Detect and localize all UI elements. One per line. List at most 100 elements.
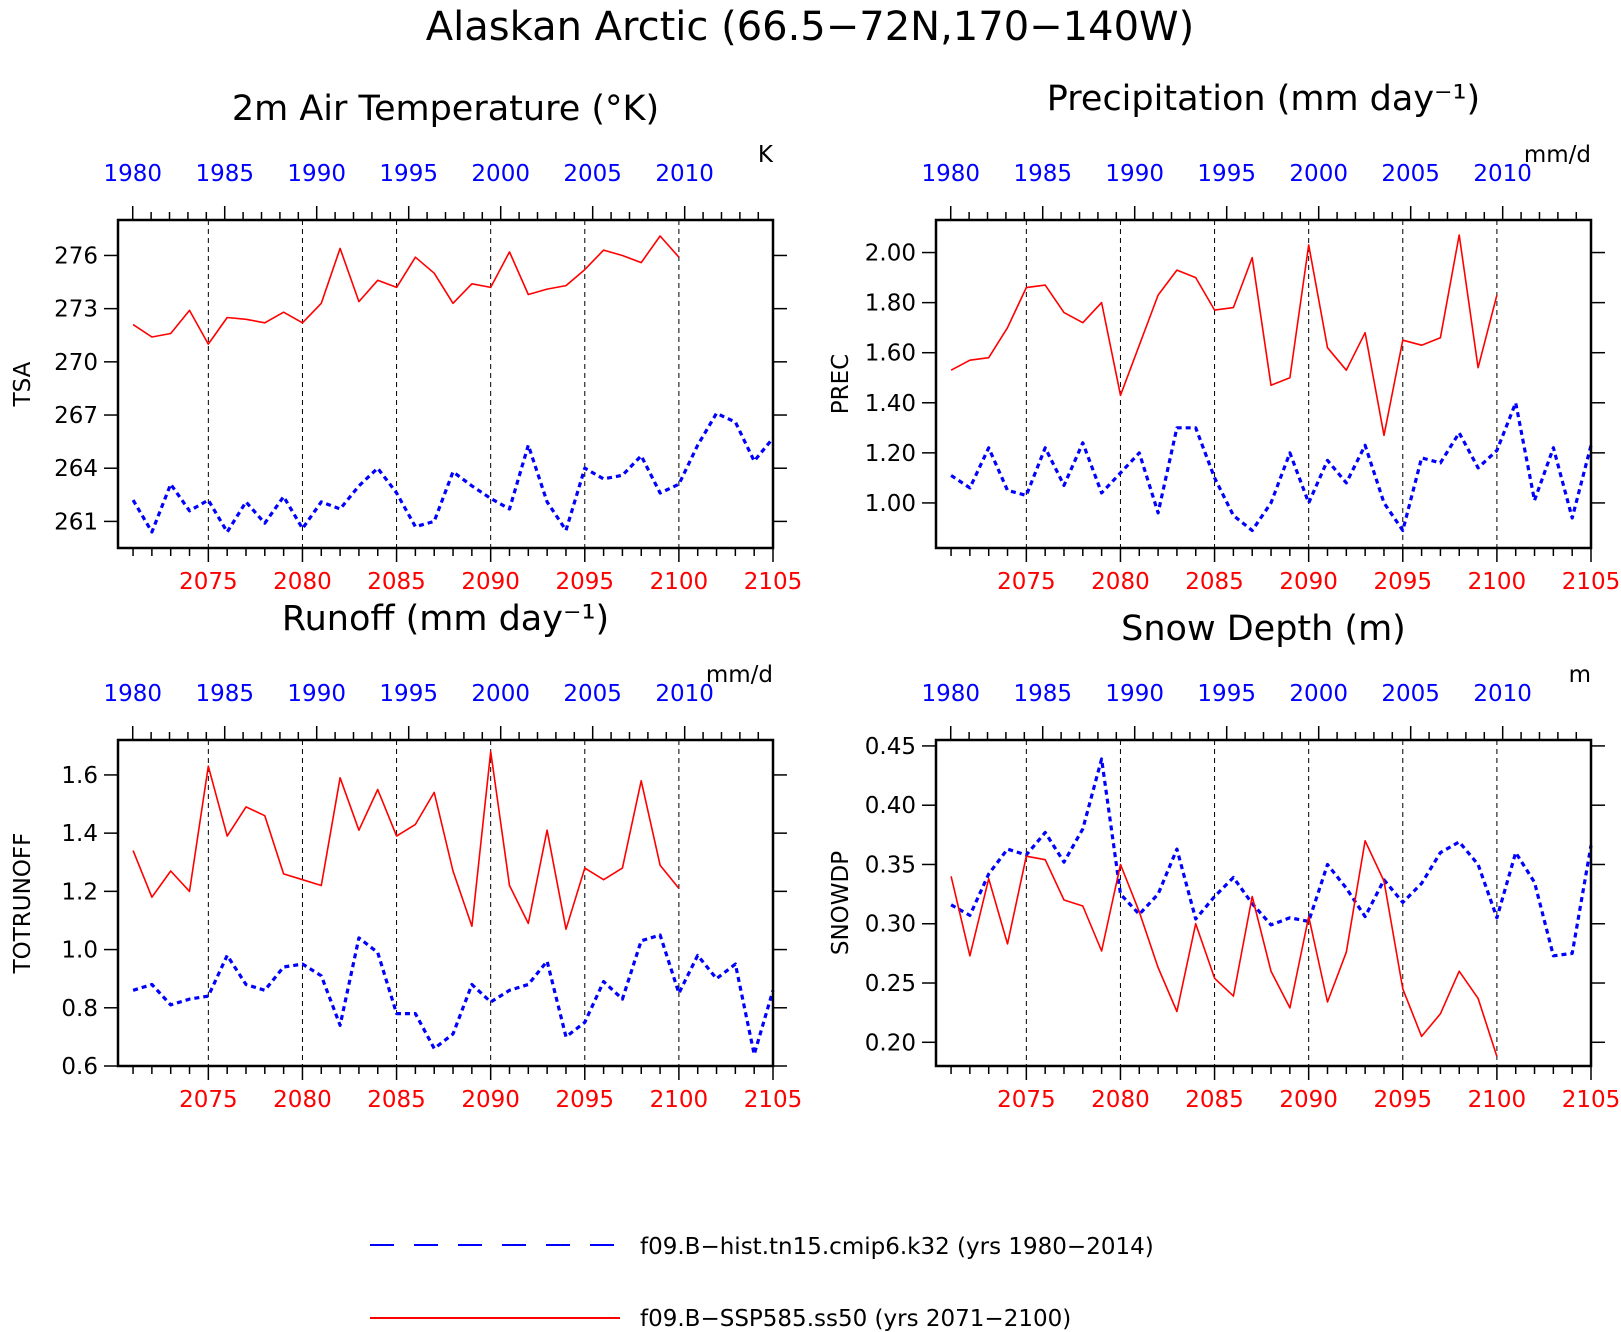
x-top-tick-label: 1995 <box>379 161 438 187</box>
x-top-tick-label: 1995 <box>1197 161 1256 187</box>
y-tick-label: 1.0 <box>61 938 98 964</box>
y-tick-label: 1.6 <box>61 763 98 789</box>
panel-title: Runoff (mm day⁻¹) <box>282 599 609 639</box>
y-tick-label: 267 <box>54 403 98 429</box>
x-top-tick-label: 2010 <box>1473 161 1532 187</box>
x-bottom-tick-label: 2105 <box>1562 569 1621 595</box>
x-top-tick-label: 1990 <box>1105 161 1164 187</box>
x-bottom-tick-label: 2085 <box>1185 569 1244 595</box>
panel-precipitation: Precipitation (mm day⁻¹) PREC mm/d 2075 2080… <box>828 79 1620 595</box>
x-bottom-tick-label: 2075 <box>179 1087 238 1113</box>
series-ssp-line <box>950 839 1498 1057</box>
x-top-tick-label: 2010 <box>655 681 714 707</box>
figure-title: Alaskan Arctic (66.5−72N,170−140W) <box>426 4 1194 50</box>
x-bottom-tick-label: 2100 <box>650 1087 709 1113</box>
panel-title: 2m Air Temperature (°K) <box>232 89 659 129</box>
x-top-tick-label: 1980 <box>921 681 980 707</box>
x-top-tick-label: 1990 <box>287 681 346 707</box>
series-ssp-line <box>950 234 1498 437</box>
x-bottom-tick-label: 2090 <box>1279 569 1338 595</box>
y-tick-label: 0.25 <box>865 971 916 997</box>
x-bottom-tick-label: 2100 <box>1468 569 1527 595</box>
x-top-tick-label: 1985 <box>195 681 254 707</box>
y-tick-label: 0.35 <box>865 852 916 878</box>
x-bottom-tick-label: 2105 <box>744 569 803 595</box>
y-axis-label: PREC <box>828 354 854 414</box>
x-top-tick-label: 2000 <box>471 681 530 707</box>
legend-hist-label: f09.B−hist.tn15.cmip6.k32 (yrs 1980−2014… <box>640 1234 1154 1260</box>
y-tick-label: 264 <box>54 456 98 482</box>
y-tick-label: 1.00 <box>865 491 916 517</box>
x-bottom-tick-label: 2095 <box>556 569 615 595</box>
x-bottom-tick-label: 2075 <box>997 569 1056 595</box>
x-top-tick-label: 2000 <box>1289 681 1348 707</box>
panel-title: Precipitation (mm day⁻¹) <box>1047 79 1480 119</box>
panel-runoff: Runoff (mm day⁻¹) TOTRUNOFF mm/d 2075 2080 20… <box>10 599 802 1113</box>
y-axis-label: SNOWDP <box>828 851 854 955</box>
y-tick-label: 261 <box>54 509 98 535</box>
x-bottom-tick-label: 2080 <box>273 569 332 595</box>
units-label: m <box>1569 662 1591 688</box>
legend-ssp-label: f09.B−SSP585.ss50 (yrs 2071−2100) <box>640 1306 1071 1332</box>
series-ssp-line <box>132 235 680 345</box>
legend: f09.B−hist.tn15.cmip6.k32 (yrs 1980−2014… <box>370 1234 1154 1332</box>
x-bottom-tick-label: 2090 <box>1279 1087 1338 1113</box>
x-top-tick-label: 2010 <box>655 161 714 187</box>
y-tick-label: 276 <box>54 243 98 269</box>
y-tick-label: 1.20 <box>865 441 916 467</box>
x-top-tick-label: 1990 <box>287 161 346 187</box>
x-top-tick-label: 2005 <box>1381 681 1440 707</box>
x-top-tick-label: 2005 <box>563 161 622 187</box>
x-top-tick-label: 1985 <box>1013 681 1072 707</box>
x-bottom-tick-label: 2090 <box>461 1087 520 1113</box>
x-bottom-tick-label: 2085 <box>367 569 426 595</box>
series-hist-line <box>950 757 1593 958</box>
units-label: K <box>758 142 774 168</box>
x-top-tick-label: 1980 <box>921 161 980 187</box>
y-tick-label: 2.00 <box>865 241 916 267</box>
units-label: mm/d <box>1524 142 1591 168</box>
x-bottom-tick-label: 2105 <box>1562 1087 1621 1113</box>
y-tick-label: 270 <box>54 350 98 376</box>
x-top-tick-label: 1995 <box>379 681 438 707</box>
x-bottom-tick-label: 2100 <box>650 569 709 595</box>
x-top-tick-label: 1985 <box>1013 161 1072 187</box>
x-top-tick-label: 1995 <box>1197 681 1256 707</box>
y-tick-label: 1.60 <box>865 341 916 367</box>
y-tick-label: 0.20 <box>865 1030 916 1056</box>
x-bottom-tick-label: 2075 <box>997 1087 1056 1113</box>
series-hist-line <box>950 401 1593 533</box>
y-tick-label: 273 <box>54 297 98 323</box>
x-top-tick-label: 1985 <box>195 161 254 187</box>
panel-snow-depth: Snow Depth (m) SNOWDP m 2075 2080 2085 2090 209… <box>828 609 1620 1113</box>
y-tick-label: 0.40 <box>865 793 916 819</box>
x-bottom-tick-label: 2100 <box>1468 1087 1527 1113</box>
y-tick-label: 1.80 <box>865 291 916 317</box>
x-top-tick-label: 2005 <box>563 681 622 707</box>
plot-frame <box>116 738 775 1068</box>
x-top-tick-label: 2010 <box>1473 681 1532 707</box>
y-tick-label: 1.40 <box>865 391 916 417</box>
x-bottom-tick-label: 2080 <box>1091 1087 1150 1113</box>
series-hist-line <box>132 933 775 1057</box>
x-bottom-tick-label: 2080 <box>1091 569 1150 595</box>
y-tick-label: 0.6 <box>61 1054 98 1080</box>
x-top-tick-label: 1980 <box>103 161 162 187</box>
y-tick-label: 1.2 <box>61 879 98 905</box>
y-axis-label: TSA <box>10 361 36 407</box>
y-tick-label: 0.8 <box>61 996 98 1022</box>
x-bottom-tick-label: 2095 <box>1374 569 1433 595</box>
x-bottom-tick-label: 2080 <box>273 1087 332 1113</box>
x-bottom-tick-label: 2095 <box>556 1087 615 1113</box>
y-tick-label: 0.45 <box>865 734 916 760</box>
y-axis-label: TOTRUNOFF <box>10 833 36 975</box>
plot-frame <box>934 738 1593 1068</box>
y-tick-label: 1.4 <box>61 821 98 847</box>
panel-air-temperature: 2m Air Temperature (°K) TSA K 2075 2080 2085 2… <box>10 89 802 595</box>
x-top-tick-label: 2000 <box>1289 161 1348 187</box>
x-bottom-tick-label: 2105 <box>744 1087 803 1113</box>
series-hist-line <box>131 411 775 534</box>
x-bottom-tick-label: 2090 <box>461 569 520 595</box>
series-ssp-line <box>132 750 680 931</box>
